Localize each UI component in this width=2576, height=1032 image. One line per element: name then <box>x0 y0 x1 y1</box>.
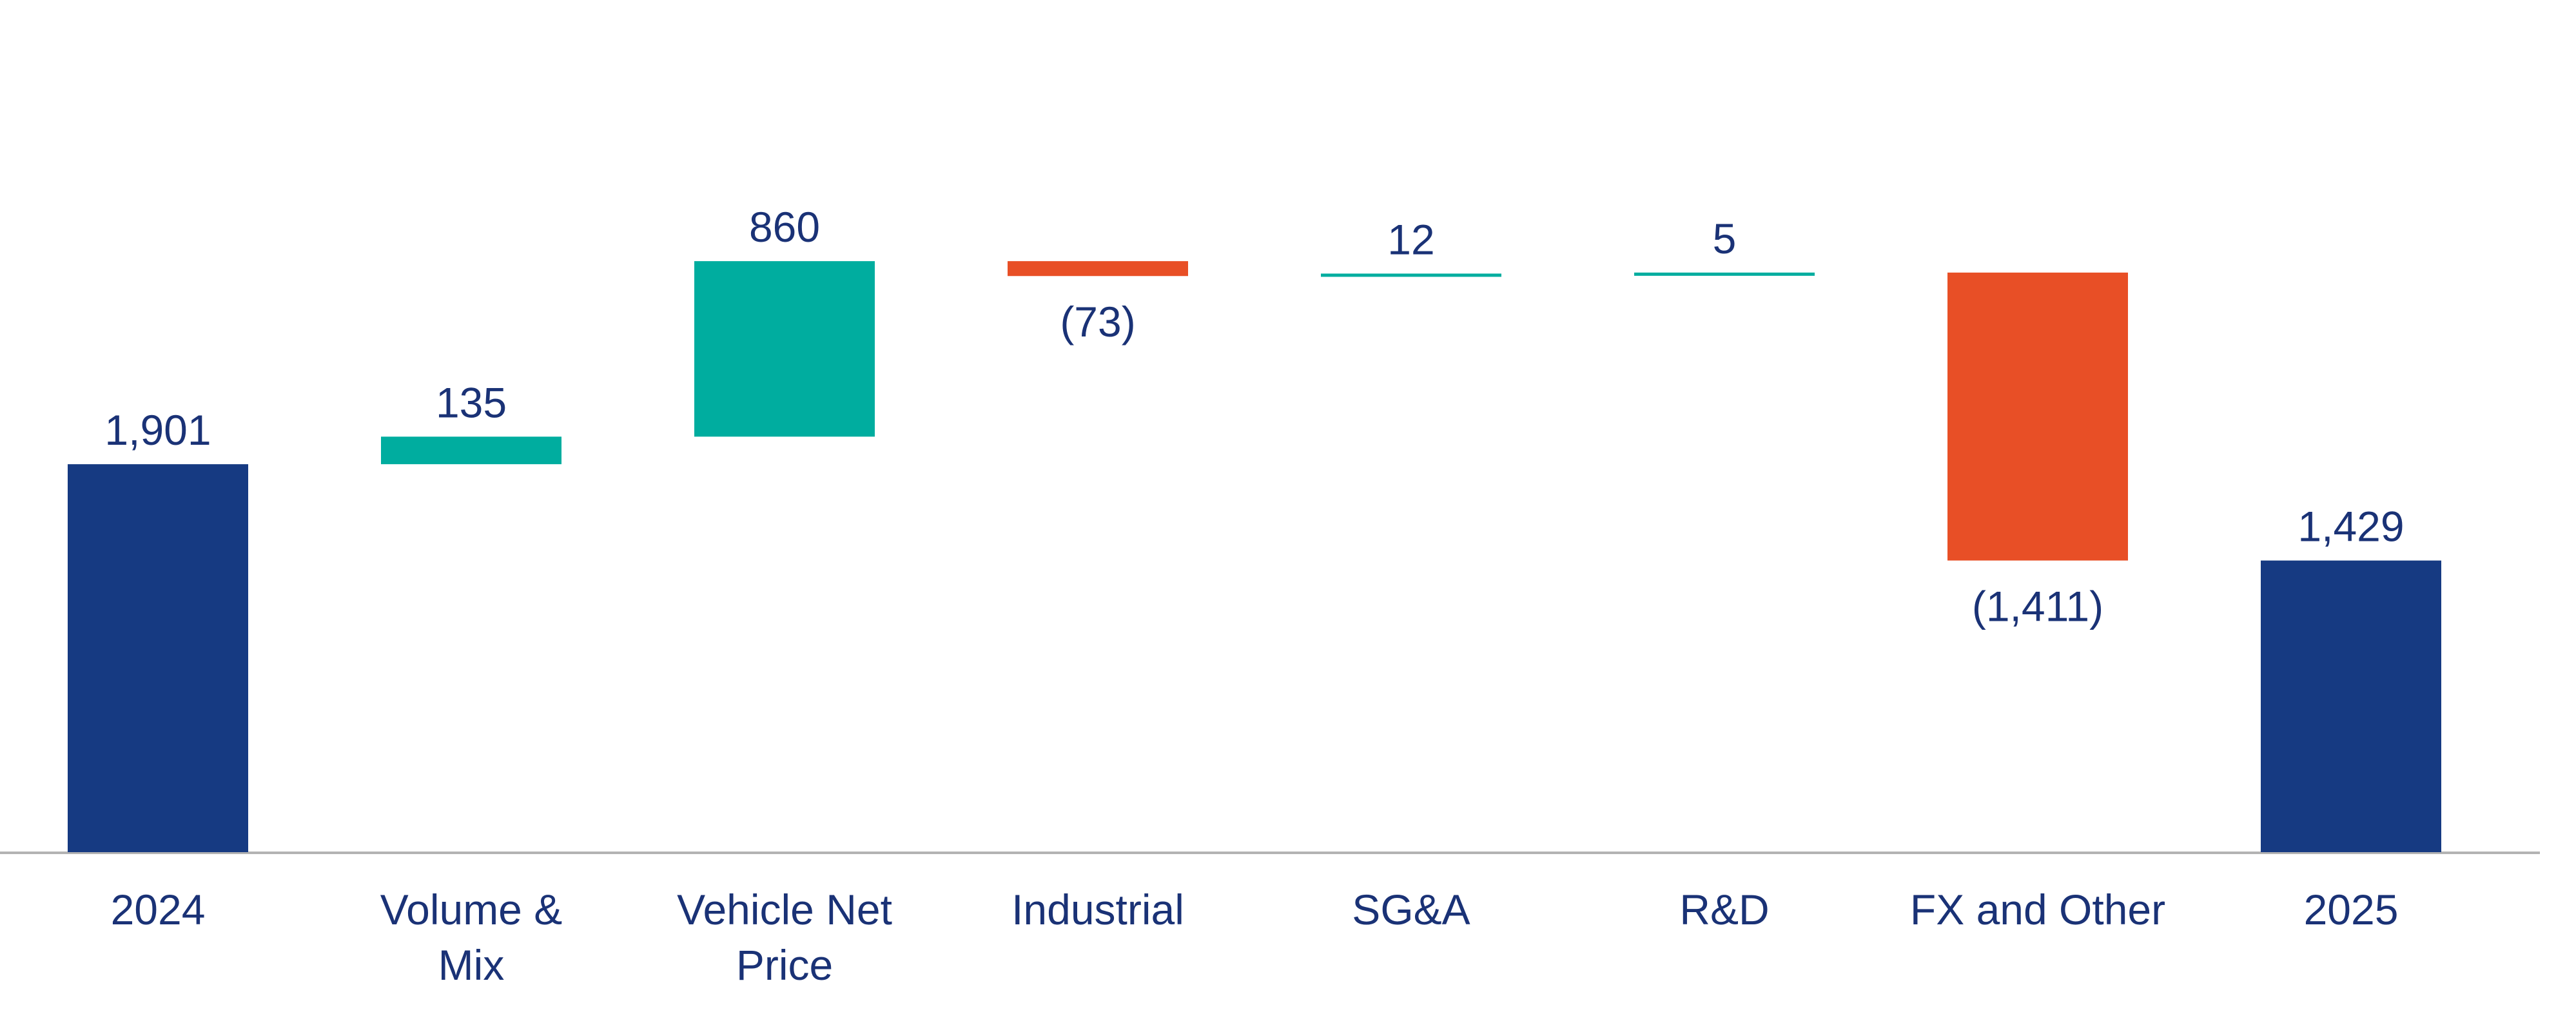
category-label-0: 2024 <box>111 886 206 933</box>
value-label-0: 1,901 <box>104 406 211 454</box>
category-label-2-line-0: Vehicle Net <box>677 886 892 933</box>
category-label-1-line-1: Mix <box>438 941 505 989</box>
bar-3 <box>1008 261 1188 277</box>
bar-6 <box>1947 272 2128 561</box>
value-labels-group: 1,901 135 860 (73) 12 5 (1,411) 1,429 <box>104 203 2404 630</box>
value-label-1: 135 <box>436 378 507 426</box>
value-label-3: (73) <box>1060 298 1135 346</box>
category-label-2-line-1: Price <box>736 941 833 989</box>
bar-5 <box>1634 272 1815 276</box>
value-label-5: 5 <box>1713 215 1737 262</box>
bar-0 <box>68 464 248 852</box>
category-label-6: FX and Other <box>1910 886 2165 933</box>
bar-2 <box>694 261 875 437</box>
bar-4 <box>1321 273 1501 277</box>
category-label-3: Industrial <box>1011 886 1184 933</box>
value-label-6: (1,411) <box>1972 583 2103 630</box>
value-label-4: 12 <box>1387 215 1434 263</box>
category-label-5: R&D <box>1679 886 1769 933</box>
bars-group <box>68 261 2441 852</box>
category-labels-group: 2024 Volume & Mix Vehicle Net Price Industria… <box>111 886 2399 989</box>
category-label-1-line-0: Volume & <box>380 886 563 933</box>
bar-7 <box>2261 560 2441 852</box>
category-label-7: 2025 <box>2304 886 2399 933</box>
category-label-4: SG&A <box>1352 886 1470 933</box>
bar-1 <box>381 436 561 465</box>
value-label-7: 1,429 <box>2298 503 2404 550</box>
value-label-2: 860 <box>749 203 820 251</box>
